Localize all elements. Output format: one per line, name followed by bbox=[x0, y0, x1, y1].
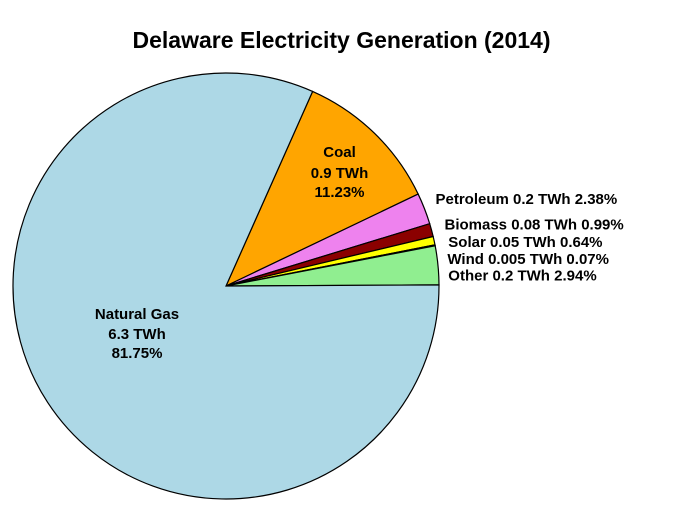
svg-text:Solar 0.05 TWh 0.64%: Solar 0.05 TWh 0.64% bbox=[448, 234, 602, 251]
svg-text:81.75%: 81.75% bbox=[112, 345, 163, 362]
svg-text:Coal: Coal bbox=[323, 144, 356, 161]
svg-text:11.23%: 11.23% bbox=[314, 184, 364, 201]
svg-text:Biomass 0.08 TWh 0.99%: Biomass 0.08 TWh 0.99% bbox=[445, 216, 624, 233]
svg-text:Wind 0.005 TWh 0.07%: Wind 0.005 TWh 0.07% bbox=[447, 251, 609, 268]
svg-text:0.9 TWh: 0.9 TWh bbox=[311, 165, 369, 182]
svg-text:Other 0.2 TWh 2.94%: Other 0.2 TWh 2.94% bbox=[448, 268, 596, 285]
svg-text:Natural Gas: Natural Gas bbox=[95, 306, 179, 323]
svg-text:Petroleum 0.2 TWh 2.38%: Petroleum 0.2 TWh 2.38% bbox=[436, 191, 618, 208]
svg-text:6.3 TWh: 6.3 TWh bbox=[108, 326, 166, 343]
